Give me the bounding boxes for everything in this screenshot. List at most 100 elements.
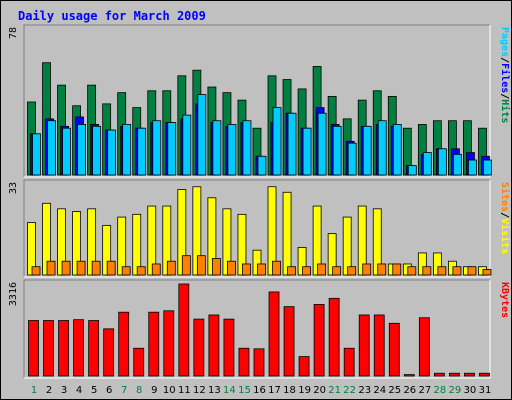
bar-sites-day-8 xyxy=(136,266,146,276)
bar-kbytes-day-13 xyxy=(208,314,220,377)
bar-kbytes-day-6 xyxy=(103,328,115,377)
day-label-19: 19 xyxy=(298,385,311,396)
bar-visits-day-22 xyxy=(342,216,352,276)
day-label-1: 1 xyxy=(31,385,37,396)
bar-visits-day-4 xyxy=(72,211,81,276)
bar-pages-day-3 xyxy=(62,127,71,176)
bar-visits-day-28 xyxy=(432,252,442,276)
bar-sites-day-7 xyxy=(121,266,131,276)
day-label-27: 27 xyxy=(418,385,431,396)
bar-sites-day-24 xyxy=(377,263,387,276)
legend-item-visits-sites-0: Sites xyxy=(499,182,511,212)
bar-visits-day-27 xyxy=(417,252,427,276)
bar-sites-day-21 xyxy=(332,266,342,276)
day-label-3: 3 xyxy=(61,385,67,396)
bar-pages-day-22 xyxy=(347,142,357,176)
bar-visits-day-8 xyxy=(132,213,142,276)
bar-sites-day-15 xyxy=(242,263,251,276)
day-label-20: 20 xyxy=(313,385,326,396)
day-label-14: 14 xyxy=(223,385,236,396)
panel-visits-sites-edge-dark xyxy=(23,179,490,277)
bar-visits-day-19 xyxy=(297,247,307,276)
bar-kbytes-day-16 xyxy=(253,348,265,377)
bar-sites-day-18 xyxy=(287,266,296,276)
bar-kbytes-day-28 xyxy=(433,372,445,377)
day-label-16: 16 xyxy=(253,385,266,396)
bar-pages-day-25 xyxy=(392,124,402,176)
panel-hits-files-pages-edge-dark xyxy=(23,24,490,177)
bar-kbytes-day-22 xyxy=(343,347,355,377)
bar-pages-day-26 xyxy=(407,165,417,176)
bar-pages-day-13 xyxy=(212,120,222,176)
bar-pages-day-30 xyxy=(468,159,477,176)
bar-pages-day-31 xyxy=(483,159,492,176)
bar-sites-day-19 xyxy=(302,266,311,276)
max-label-visits-sites: 33 xyxy=(8,182,19,194)
bar-visits-day-12 xyxy=(192,186,202,276)
bar-sites-day-3 xyxy=(61,260,71,276)
day-label-6: 6 xyxy=(106,385,112,396)
legend-item-hits-files-pages-3: / xyxy=(499,93,510,99)
bar-sites-day-28 xyxy=(437,266,447,276)
bar-sites-day-25 xyxy=(392,263,402,276)
bar-sites-day-1 xyxy=(31,266,41,276)
day-label-29: 29 xyxy=(449,385,462,396)
bar-sites-day-22 xyxy=(347,266,357,276)
bar-sites-day-20 xyxy=(317,263,327,276)
bar-sites-day-4 xyxy=(76,260,86,276)
bar-visits-day-5 xyxy=(87,208,97,276)
day-label-5: 5 xyxy=(91,385,97,396)
bar-sites-day-12 xyxy=(196,255,206,276)
bar-kbytes-day-30 xyxy=(464,372,475,377)
bar-visits-day-7 xyxy=(117,216,127,276)
bar-pages-day-1 xyxy=(32,133,41,176)
bar-sites-day-13 xyxy=(211,258,221,276)
bar-sites-day-6 xyxy=(106,260,116,276)
bar-kbytes-day-23 xyxy=(358,314,370,377)
bar-visits-day-21 xyxy=(327,233,337,276)
bar-pages-day-8 xyxy=(137,127,147,176)
bar-sites-day-26 xyxy=(407,266,417,276)
bar-visits-day-17 xyxy=(267,186,277,276)
bar-visits-day-3 xyxy=(57,208,66,276)
bar-kbytes-day-1 xyxy=(28,320,39,377)
bar-visits-day-14 xyxy=(222,208,232,276)
day-label-12: 12 xyxy=(193,385,206,396)
panel-kbytes-edge-dark xyxy=(23,279,490,378)
bar-pages-day-12 xyxy=(197,94,207,176)
bar-pages-day-17 xyxy=(272,107,282,176)
day-label-28: 28 xyxy=(434,385,447,396)
bar-visits-day-16 xyxy=(252,249,262,276)
bar-pages-day-15 xyxy=(242,120,252,176)
bar-visits-day-10 xyxy=(162,205,172,276)
day-label-17: 17 xyxy=(268,385,281,396)
bar-kbytes-day-5 xyxy=(88,320,100,377)
bar-visits-day-9 xyxy=(147,205,157,276)
bar-pages-day-10 xyxy=(167,122,177,176)
bar-kbytes-day-8 xyxy=(133,347,145,377)
bar-kbytes-day-25 xyxy=(388,322,400,377)
bar-sites-day-14 xyxy=(227,260,236,276)
day-label-31: 31 xyxy=(479,385,492,396)
day-label-21: 21 xyxy=(328,385,341,396)
bar-visits-day-13 xyxy=(207,197,217,276)
bar-kbytes-day-21 xyxy=(328,297,340,377)
day-label-22: 22 xyxy=(343,385,356,396)
bar-kbytes-day-11 xyxy=(178,283,190,377)
bar-pages-day-7 xyxy=(122,124,132,176)
day-label-15: 15 xyxy=(238,385,251,396)
bar-sites-day-2 xyxy=(46,260,56,276)
bar-kbytes-day-2 xyxy=(43,320,54,377)
day-label-30: 30 xyxy=(464,385,477,396)
bar-kbytes-day-14 xyxy=(223,318,235,377)
legend-item-visits-sites-2: Visits xyxy=(499,218,511,254)
day-label-9: 9 xyxy=(151,385,157,396)
bar-sites-day-23 xyxy=(362,263,372,276)
bar-kbytes-day-15 xyxy=(238,347,250,377)
day-label-4: 4 xyxy=(76,385,82,396)
bar-kbytes-day-27 xyxy=(418,317,430,377)
bar-kbytes-day-10 xyxy=(163,310,175,377)
bar-kbytes-day-3 xyxy=(58,320,69,377)
panel-kbytes-edge-light xyxy=(24,280,491,379)
